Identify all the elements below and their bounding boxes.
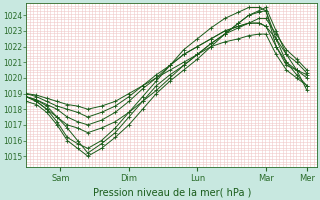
X-axis label: Pression niveau de la mer( hPa ): Pression niveau de la mer( hPa ): [92, 187, 251, 197]
